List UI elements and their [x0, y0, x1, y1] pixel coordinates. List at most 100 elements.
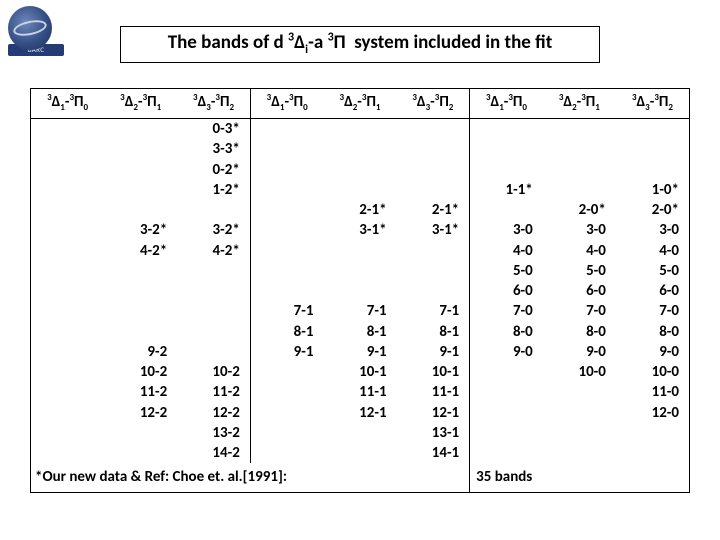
table-cell: 12-0: [616, 403, 689, 423]
table-cell: 10-1: [397, 362, 470, 382]
table-cell: [470, 423, 543, 443]
table-cell: 2-1*: [323, 200, 396, 220]
table-cell: 11-0: [616, 382, 689, 402]
table-row: 9-29-19-19-19-09-09-0: [31, 342, 689, 362]
table-cell: [616, 423, 689, 443]
table-cell: 4-2*: [104, 241, 177, 261]
table-cell: [543, 423, 616, 443]
col-header: 3Δ2-3Π1: [104, 89, 177, 119]
table-cell: [31, 362, 104, 382]
table-cell: [31, 160, 104, 180]
table-cell: [397, 261, 470, 281]
table-cell: [177, 322, 250, 342]
table-cell: [31, 403, 104, 423]
table-cell: 6-0: [616, 281, 689, 301]
col-header: 3Δ3-3Π2: [397, 89, 470, 119]
table-cell: [177, 342, 250, 362]
table-cell: [323, 261, 396, 281]
table-cell: [250, 281, 323, 301]
table-cell: [104, 301, 177, 321]
table-cell: 9-0: [616, 342, 689, 362]
table-cell: [543, 180, 616, 200]
table-row: 5-05-05-0: [31, 261, 689, 281]
table-cell: [104, 180, 177, 200]
table-cell: [397, 160, 470, 180]
table-cell: [250, 139, 323, 159]
table-cell: 9-0: [543, 342, 616, 362]
table-header-row: 3Δ1-3Π03Δ2-3Π13Δ3-3Π23Δ1-3Π03Δ2-3Π13Δ3-3…: [31, 89, 689, 119]
table-row: 0-2*: [31, 160, 689, 180]
logo-globe-icon: [8, 6, 52, 50]
table-cell: 13-1: [397, 423, 470, 443]
table-cell: [543, 139, 616, 159]
table-cell: [323, 160, 396, 180]
table-cell: 1-1*: [470, 180, 543, 200]
table-cell: [31, 342, 104, 362]
table-cell: 3-2*: [104, 220, 177, 240]
table-cell: 8-1: [397, 322, 470, 342]
table-cell: 3-3*: [177, 139, 250, 159]
table-cell: 6-0: [543, 281, 616, 301]
table-cell: [616, 119, 689, 140]
table-cell: [177, 281, 250, 301]
table-cell: 3-0: [470, 220, 543, 240]
table-row: 8-18-18-18-08-08-0: [31, 322, 689, 342]
table-cell: 2-1*: [397, 200, 470, 220]
table-cell: 7-0: [543, 301, 616, 321]
table-cell: [31, 119, 104, 140]
table-cell: [31, 139, 104, 159]
table-cell: [31, 281, 104, 301]
table-cell: [397, 139, 470, 159]
col-header: 3Δ1-3Π0: [250, 89, 323, 119]
table-cell: 5-0: [470, 261, 543, 281]
table-cell: 1-2*: [177, 180, 250, 200]
table-cell: [250, 220, 323, 240]
table-row: 3-2*3-2*3-1*3-1*3-03-03-0: [31, 220, 689, 240]
table-cell: [104, 322, 177, 342]
table-row: 12-212-212-112-112-0: [31, 403, 689, 423]
table-cell: 3-2*: [177, 220, 250, 240]
table-cell: [177, 301, 250, 321]
table-cell: [250, 443, 323, 463]
table-cell: [250, 180, 323, 200]
table-cell: 4-2*: [177, 241, 250, 261]
table-cell: [323, 241, 396, 261]
table-cell: [31, 261, 104, 281]
table-cell: [323, 119, 396, 140]
table-cell: [397, 119, 470, 140]
table-cell: [616, 160, 689, 180]
table-row: 0-3*: [31, 119, 689, 140]
table-row: 6-06-06-0: [31, 281, 689, 301]
table-cell: [616, 139, 689, 159]
table-cell: 12-1: [323, 403, 396, 423]
table-cell: 7-1: [397, 301, 470, 321]
table-cell: [31, 180, 104, 200]
table-cell: 8-0: [543, 322, 616, 342]
table-cell: 7-1: [250, 301, 323, 321]
table-cell: [323, 423, 396, 443]
table-cell: [104, 139, 177, 159]
table-cell: 0-2*: [177, 160, 250, 180]
bands-table-container: 3Δ1-3Π03Δ2-3Π13Δ3-3Π23Δ1-3Π03Δ2-3Π13Δ3-3…: [30, 88, 690, 493]
footer-bands: 35 bands: [470, 463, 689, 491]
table-cell: [104, 443, 177, 463]
table-cell: 7-0: [470, 301, 543, 321]
table-cell: 11-2: [177, 382, 250, 402]
table-cell: [543, 403, 616, 423]
table-cell: 10-2: [177, 362, 250, 382]
table-cell: [470, 200, 543, 220]
table-cell: [323, 281, 396, 301]
table-cell: [177, 261, 250, 281]
page-title: The bands of d 3Δi-a 3Π system included …: [168, 31, 553, 54]
table-cell: 3-0: [616, 220, 689, 240]
table-body: 0-3*3-3*0-2*1-2*1-1*1-0*2-1*2-1*2-0*2-0*…: [31, 119, 689, 492]
table-cell: 11-1: [397, 382, 470, 402]
table-row: 2-1*2-1*2-0*2-0*: [31, 200, 689, 220]
table-cell: [250, 241, 323, 261]
table-cell: [31, 322, 104, 342]
table-cell: 3-1*: [397, 220, 470, 240]
table-row: 14-214-1: [31, 443, 689, 463]
table-cell: 10-2: [104, 362, 177, 382]
table-cell: [470, 443, 543, 463]
table-row: 13-213-1: [31, 423, 689, 443]
